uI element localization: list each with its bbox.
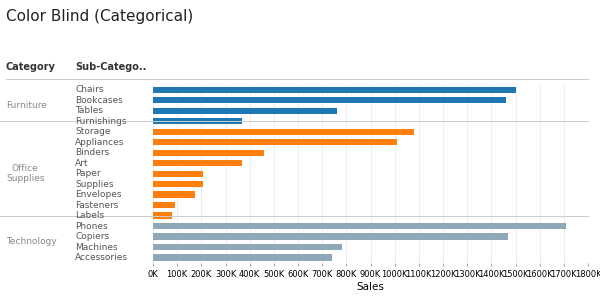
Bar xyxy=(153,139,397,145)
Text: Bookcases: Bookcases xyxy=(75,96,123,105)
Text: Category: Category xyxy=(6,63,56,72)
Text: Supplies: Supplies xyxy=(75,180,113,189)
Text: Binders: Binders xyxy=(75,148,109,157)
Text: Labels: Labels xyxy=(75,211,104,220)
X-axis label: Sales: Sales xyxy=(356,282,385,292)
Bar xyxy=(153,191,195,198)
Bar xyxy=(153,160,242,166)
Bar xyxy=(153,233,508,240)
Bar xyxy=(153,87,515,93)
Text: Tables: Tables xyxy=(75,106,103,115)
Bar xyxy=(153,223,566,229)
Bar xyxy=(153,212,172,219)
Text: Machines: Machines xyxy=(75,243,118,252)
Text: Accessories: Accessories xyxy=(75,253,128,262)
Text: Phones: Phones xyxy=(75,222,107,230)
Bar xyxy=(153,108,337,114)
Bar xyxy=(153,149,264,156)
Text: Sub-Catego..: Sub-Catego.. xyxy=(75,63,146,72)
Text: Chairs: Chairs xyxy=(75,85,104,94)
Bar xyxy=(153,202,175,208)
Text: Art: Art xyxy=(75,159,89,168)
Bar xyxy=(153,129,414,135)
Bar xyxy=(153,244,341,250)
Text: Copiers: Copiers xyxy=(75,232,109,241)
Bar xyxy=(153,171,203,177)
Text: Technology: Technology xyxy=(6,237,57,246)
Bar xyxy=(153,97,506,103)
Text: Paper: Paper xyxy=(75,169,101,178)
Text: Furnishings: Furnishings xyxy=(75,117,127,126)
Text: Appliances: Appliances xyxy=(75,138,124,147)
Text: Storage: Storage xyxy=(75,127,110,136)
Text: Color Blind (Categorical): Color Blind (Categorical) xyxy=(6,9,193,24)
Text: Envelopes: Envelopes xyxy=(75,190,121,199)
Bar xyxy=(153,181,203,187)
Text: Fasteners: Fasteners xyxy=(75,201,118,210)
Bar xyxy=(153,254,332,261)
Text: Office
Supplies: Office Supplies xyxy=(6,164,44,183)
Text: Furniture: Furniture xyxy=(6,101,47,110)
Bar xyxy=(153,118,242,124)
